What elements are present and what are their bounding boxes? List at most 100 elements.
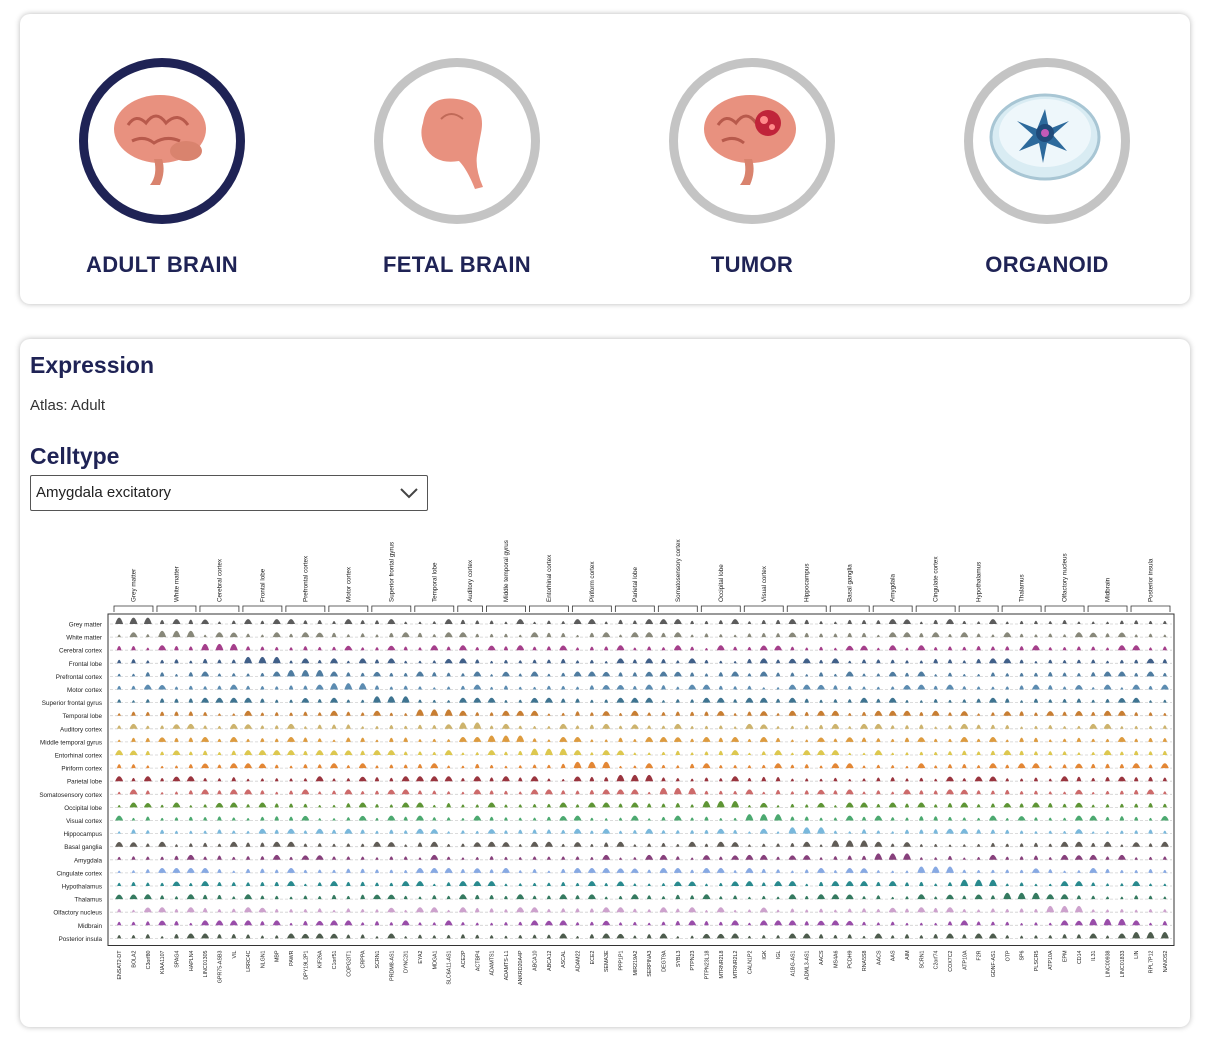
violin-mark (475, 922, 479, 926)
violin-mark (659, 619, 668, 624)
violin-mark (532, 817, 537, 821)
violin-mark (1005, 856, 1010, 860)
violin-mark (1019, 672, 1024, 677)
gene-label: CRPPA (361, 950, 367, 968)
violin-mark (675, 711, 681, 716)
violin-mark (960, 879, 969, 886)
violin-mark (1134, 857, 1138, 860)
violin-mark (862, 686, 866, 690)
violin-mark (1090, 763, 1096, 769)
violin-mark (374, 777, 380, 782)
violin-mark (389, 672, 394, 677)
group-label: Hippocampus (804, 563, 811, 602)
atlas-option-organoid[interactable]: ORGANOID (952, 58, 1142, 278)
violin-mark (573, 867, 582, 873)
violin-mark (774, 881, 783, 886)
atlas-option-adult-brain[interactable]: ADULT BRAIN (67, 58, 257, 278)
violin-mark (146, 660, 150, 664)
violin-mark (145, 816, 151, 821)
violin-mark (704, 633, 709, 638)
violin-mark (258, 828, 267, 834)
violin-mark (1133, 750, 1139, 755)
violin-mark (945, 866, 954, 873)
violin-mark (618, 817, 623, 821)
violin-mark (947, 921, 953, 926)
violin-mark (1148, 829, 1153, 834)
violin-mark (775, 737, 781, 742)
violin-mark (160, 659, 165, 664)
violin-mark (560, 868, 566, 873)
violin-mark (948, 633, 952, 638)
violin-mark (418, 922, 422, 926)
violin-mark (776, 831, 780, 834)
violin-mark (919, 751, 924, 755)
gene-label: C1orf51 (332, 950, 338, 969)
violin-mark (848, 712, 852, 716)
violin-mark (575, 647, 580, 651)
violin-mark (876, 738, 881, 742)
violin-mark (891, 870, 895, 873)
violin-mark (518, 829, 523, 834)
violin-mark (245, 868, 251, 873)
violin-mark (473, 671, 482, 677)
violin-mark (876, 620, 881, 624)
violin-mark (1074, 829, 1083, 834)
violin-mark (332, 804, 336, 808)
violin-mark (473, 815, 482, 821)
violin-mark (361, 726, 365, 729)
atlas-option-tumor[interactable]: TUMOR (657, 58, 847, 278)
violin-mark (489, 869, 494, 873)
violin-mark (661, 830, 666, 834)
violin-mark (1134, 816, 1139, 821)
violin-mark (1033, 751, 1039, 755)
violin-mark (661, 632, 666, 638)
violin-mark (934, 778, 938, 782)
violin-mark (890, 791, 895, 795)
celltype-select[interactable]: Amygdala excitatory (30, 475, 428, 511)
violin-mark (616, 658, 625, 664)
violin-mark (188, 685, 193, 690)
violin-mark (244, 656, 253, 664)
violin-mark (201, 867, 210, 873)
violin-mark (1105, 883, 1110, 886)
violin-mark (375, 936, 379, 939)
violin-mark (616, 789, 625, 795)
violin-mark (688, 787, 697, 795)
violin-mark (876, 830, 881, 834)
violin-mark (231, 908, 236, 913)
violin-mark (274, 764, 279, 769)
violin-mark (374, 659, 380, 664)
violin-mark (258, 656, 267, 664)
violin-mark (718, 737, 724, 742)
violin-mark (702, 684, 711, 690)
violin-mark (373, 671, 381, 677)
violin-mark (143, 684, 152, 690)
violin-mark (289, 896, 293, 900)
violin-mark (917, 907, 926, 913)
violin-mark (602, 632, 611, 638)
violin-mark (745, 697, 754, 703)
violin-mark (945, 894, 954, 900)
violin-mark (774, 920, 783, 926)
violin-mark (375, 647, 379, 651)
violin-mark (847, 685, 852, 690)
violin-mark (805, 909, 809, 913)
violin-mark (446, 803, 451, 808)
violin-mark (1132, 881, 1141, 886)
violin-mark (1031, 868, 1040, 873)
violin-mark (360, 829, 365, 834)
violin-mark (475, 633, 480, 638)
violin-mark (432, 699, 437, 703)
violin-mark (346, 895, 351, 900)
violin-mark (301, 670, 310, 677)
violin-mark (888, 671, 897, 677)
violin-mark (415, 828, 424, 834)
atlas-option-fetal-brain[interactable]: FETAL BRAIN (362, 58, 552, 278)
violin-mark (962, 620, 967, 624)
region-label: Visual cortex (66, 818, 103, 825)
gene-label: ADAM22 (576, 950, 582, 971)
violin-mark (418, 686, 422, 690)
violin-mark (186, 630, 195, 638)
violin-mark (788, 632, 797, 638)
violin-mark (401, 776, 410, 782)
